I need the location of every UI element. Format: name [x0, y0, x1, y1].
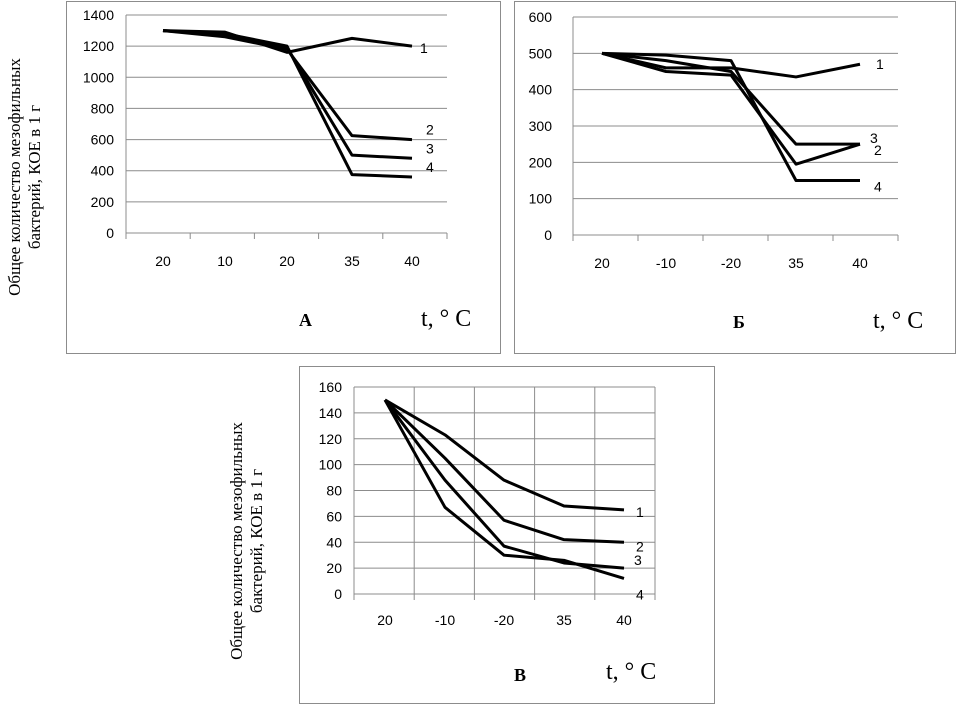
y-tick-label-c: 160 — [319, 379, 343, 395]
series-line-c-2 — [383, 398, 625, 544]
y-tick-label-a: 400 — [91, 163, 115, 179]
y-tick-label-a: 1000 — [83, 69, 114, 85]
y-tick-label-a: 800 — [91, 100, 115, 116]
y-tick-label-c: 140 — [319, 405, 343, 421]
y-axis-title-bottom: Общее количество мезофильных бактерий, К… — [227, 381, 267, 701]
x-tick-label-c: 35 — [556, 612, 572, 628]
x-axis-title-c: t, ° C — [606, 659, 657, 685]
x-tick-label-a: 35 — [344, 253, 360, 269]
panel-letter-c: В — [514, 665, 527, 685]
y-tick-label-b: 0 — [544, 227, 552, 243]
y-tick-label-c: 20 — [326, 560, 342, 576]
series-label-c-3: 3 — [634, 552, 642, 568]
x-tick-label-b: -10 — [656, 255, 676, 271]
series-label-c-4: 4 — [636, 586, 644, 602]
series-line-b-2 — [601, 51, 861, 166]
y-tick-label-a: 1200 — [83, 38, 114, 54]
x-tick-label-b: 40 — [852, 255, 868, 271]
y-axis-title-line1-c: Общее количество мезофильных — [227, 422, 246, 660]
chart-b-plot: 0 100 200 300 400 500 600 20 -10 -20 35 40 1 23 4 — [529, 9, 899, 271]
series-label-b-4: 4 — [874, 179, 882, 195]
y-tick-label-c: 60 — [326, 508, 342, 524]
y-tick-label-a: 0 — [106, 225, 114, 241]
chart-panel-b: 0 100 200 300 400 500 600 20 -10 -20 35 40 1 2 3 4 Б t,… — [514, 1, 956, 354]
series-line-a-4 — [162, 29, 413, 179]
series-line-b-1 — [601, 51, 861, 79]
y-tick-label-c: 80 — [326, 483, 342, 499]
y-tick-label-a: 200 — [91, 194, 115, 210]
x-axis-title-b: t, ° C — [873, 308, 924, 334]
series-label-b-1: 1 — [876, 56, 884, 72]
series-line-c-1 — [384, 398, 625, 512]
series-line-c-4 — [383, 399, 625, 580]
y-tick-label-c: 100 — [319, 457, 343, 473]
y-axis-title-line2-c: бактерий, КОЕ в 1 г — [247, 468, 266, 614]
y-tick-label-a: 600 — [91, 132, 115, 148]
y-tick-label-c: 120 — [319, 431, 343, 447]
x-tick-label-a: 20 — [155, 253, 171, 269]
y-tick-label-b: 200 — [529, 154, 553, 170]
y-tick-label-b: 100 — [529, 191, 553, 207]
x-axis-title-a: t, ° C — [421, 306, 472, 332]
x-tick-label-a: 10 — [217, 253, 233, 269]
y-tick-label-b: 500 — [529, 45, 553, 61]
series-line-b-3 — [601, 51, 860, 146]
panel-letter-a: А — [299, 310, 312, 330]
series-line-c-3 — [383, 399, 625, 570]
series-line-b-4 — [601, 51, 860, 182]
series-label-c-2: 2 — [636, 538, 644, 554]
x-tick-label-a: 40 — [404, 253, 420, 269]
y-tick-label-c: 40 — [326, 534, 342, 550]
series-label-c-1: 1 — [636, 504, 644, 520]
y-axis-title-line2: бактерий, КОЕ в 1 г — [25, 104, 44, 250]
x-tick-label-c: 40 — [616, 612, 632, 628]
series-label-a-4: 4 — [426, 159, 434, 175]
series-label-b-2: 2 — [874, 142, 882, 158]
y-axis-title-line1: Общее количество мезофильных — [5, 58, 24, 296]
series-label-a-1: 1 — [420, 40, 428, 56]
y-tick-label-b: 600 — [529, 9, 553, 25]
chart-c-plot: 0 20 40 60 80 100 120 140 160 20 -10 -20 35 40 1 23 4 — [319, 379, 656, 628]
chart-panel-c: 0 20 40 60 80 100 120 140 160 20 -10 -20 35 40 1 2 3 4 В … — [299, 366, 715, 704]
x-tick-label-a: 20 — [279, 253, 295, 269]
x-tick-label-b: -20 — [721, 255, 741, 271]
y-tick-label-a: 1400 — [83, 7, 114, 23]
chart-panel-a: 0 200 400 600 800 1000 1200 1400 20 10 20 35 40 1 2 3 4 … — [66, 1, 501, 354]
x-tick-label-c: 20 — [377, 612, 393, 628]
y-tick-label-b: 400 — [529, 82, 553, 98]
x-tick-label-b: 20 — [594, 255, 610, 271]
series-label-a-2: 2 — [426, 122, 434, 138]
series-label-a-3: 3 — [426, 140, 434, 156]
y-axis-title-top: Общее количество мезофильных бактерий, К… — [5, 17, 45, 337]
x-tick-label-c: -20 — [494, 612, 514, 628]
chart-a-plot: 0 200 400 600 800 1000 1200 1400 20 10 20 35 40 1 2 3 4 — [83, 7, 448, 269]
y-tick-label-b: 300 — [529, 118, 553, 134]
panel-letter-b: Б — [733, 312, 745, 332]
series-label-b-3: 3 — [870, 130, 878, 146]
x-tick-label-c: -10 — [435, 612, 455, 628]
y-tick-label-c: 0 — [334, 586, 342, 602]
x-tick-label-b: 35 — [788, 255, 804, 271]
